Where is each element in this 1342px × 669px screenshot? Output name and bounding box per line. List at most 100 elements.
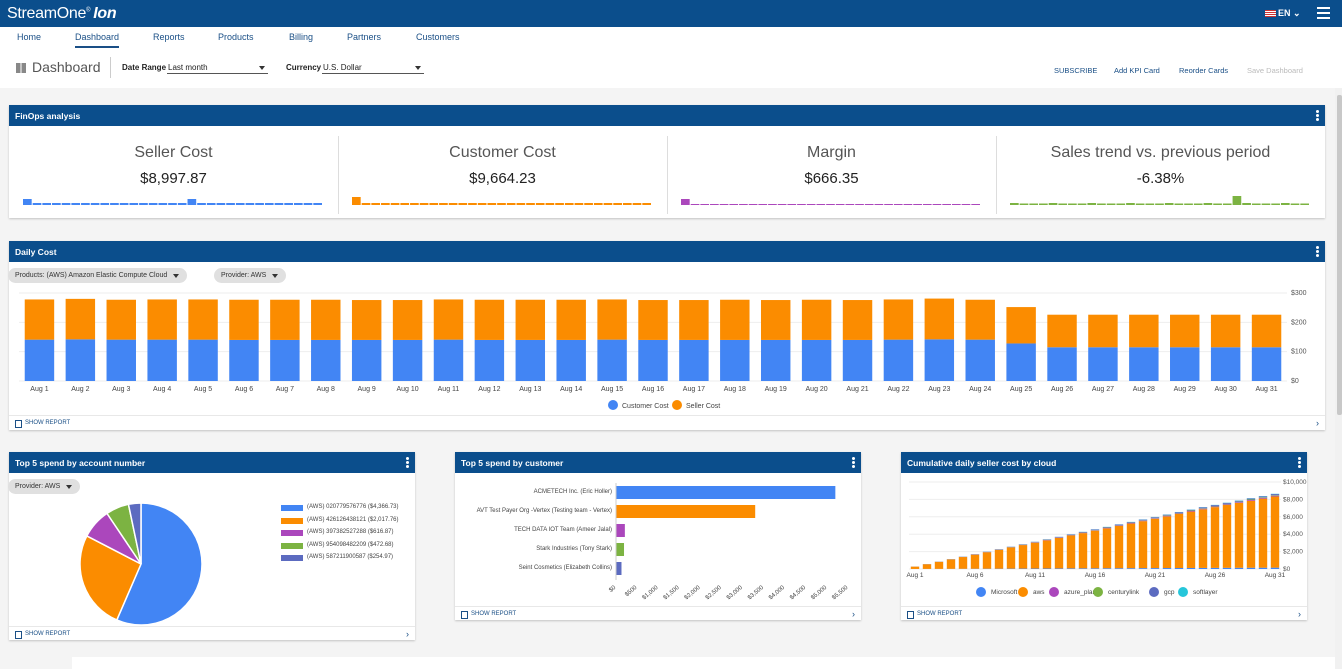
pie-slice[interactable] — [115, 502, 203, 626]
bar-seller-cost[interactable] — [924, 298, 955, 340]
legend-label[interactable]: Seller Cost — [686, 403, 720, 410]
bar-aws[interactable] — [910, 566, 920, 569]
bar-seller-cost[interactable] — [392, 300, 423, 340]
legend-label[interactable]: aws — [1033, 589, 1045, 596]
bar-customer-cost[interactable] — [883, 339, 914, 381]
bar-aws[interactable] — [934, 561, 944, 569]
nav-billing[interactable]: Billing — [289, 32, 314, 42]
bar-gcp[interactable] — [1102, 526, 1112, 528]
hamburger-menu-icon[interactable] — [1317, 7, 1330, 19]
legend-label[interactable]: centurylink — [1108, 589, 1140, 596]
bar-customer-cost[interactable] — [965, 339, 995, 381]
bar-microsoft[interactable] — [1210, 567, 1220, 569]
bar-aws[interactable] — [1150, 518, 1160, 569]
bar-microsoft[interactable] — [1150, 568, 1160, 569]
bar-customer-cost[interactable] — [638, 339, 668, 381]
bar-gcp[interactable] — [1162, 514, 1172, 516]
bar-customer-cost[interactable] — [720, 339, 750, 381]
bar-azure_plan[interactable] — [1210, 506, 1220, 508]
more-options-icon[interactable] — [1316, 246, 1319, 258]
customer-bar[interactable] — [616, 562, 622, 575]
bar-customer-cost[interactable] — [1129, 347, 1159, 381]
bar-aws[interactable] — [1162, 516, 1172, 569]
bar-seller-cost[interactable] — [106, 299, 136, 340]
bar-microsoft[interactable] — [1246, 567, 1256, 569]
bar-customer-cost[interactable] — [556, 339, 586, 381]
legend-label[interactable]: Microsoft — [991, 589, 1018, 596]
bar-customer-cost[interactable] — [147, 339, 177, 381]
bar-customer-cost[interactable] — [106, 339, 136, 381]
bar-seller-cost[interactable] — [638, 300, 668, 340]
bar-seller-cost[interactable] — [1170, 314, 1200, 348]
bar-customer-cost[interactable] — [760, 339, 791, 381]
more-options-icon[interactable] — [1298, 457, 1301, 469]
bar-seller-cost[interactable] — [720, 299, 750, 340]
customer-bar[interactable] — [616, 524, 625, 537]
bar-aws[interactable] — [1006, 547, 1016, 569]
bar-microsoft[interactable] — [1102, 568, 1112, 569]
bar-gcp[interactable] — [1126, 522, 1136, 523]
show-report-link[interactable]: SHOW REPORT › — [9, 415, 1325, 429]
bar-aws[interactable] — [958, 557, 968, 569]
bar-gcp[interactable] — [1270, 494, 1280, 496]
bar-customer-cost[interactable] — [1210, 347, 1241, 381]
bar-seller-cost[interactable] — [24, 299, 55, 340]
bar-azure_plan[interactable] — [1186, 510, 1196, 512]
bar-gcp[interactable] — [1258, 496, 1268, 498]
bar-customer-cost[interactable] — [842, 339, 873, 381]
kpi-margin[interactable]: Margin $666.35 — [667, 126, 996, 218]
bar-customer-cost[interactable] — [270, 339, 300, 381]
bar-microsoft[interactable] — [1090, 568, 1100, 569]
pie-legend-item[interactable]: (AWS) 020779576776 ($4,366.73) — [281, 504, 411, 514]
bar-seller-cost[interactable] — [188, 299, 218, 340]
customer-bar[interactable] — [616, 505, 756, 518]
bar-customer-cost[interactable] — [924, 339, 955, 381]
bar-azure_plan[interactable] — [1270, 495, 1280, 497]
brand-logo[interactable]: StreamOne® Ion — [7, 5, 117, 23]
bar-aws[interactable] — [1246, 500, 1256, 568]
product-filter-chip[interactable]: Products: (AWS) Amazon Elastic Compute C… — [8, 268, 188, 283]
bar-gcp[interactable] — [1150, 517, 1160, 518]
bar-aws[interactable] — [1114, 525, 1124, 569]
legend-label[interactable]: gcp — [1164, 589, 1175, 596]
bar-gcp[interactable] — [1234, 500, 1244, 502]
bar-azure_plan[interactable] — [1138, 520, 1148, 522]
bar-seller-cost[interactable] — [351, 300, 382, 340]
bar-azure_plan[interactable] — [1222, 504, 1232, 506]
bar-seller-cost[interactable] — [433, 299, 464, 340]
pie-legend-item[interactable]: (AWS) 426126438121 ($2,017.76) — [281, 517, 411, 527]
bar-gcp[interactable] — [1222, 502, 1232, 504]
bar-seller-cost[interactable] — [1047, 314, 1077, 348]
bar-aws[interactable] — [1126, 523, 1136, 569]
bar-microsoft[interactable] — [1078, 568, 1088, 569]
language-selector[interactable]: EN ⌄ — [1265, 8, 1301, 19]
bar-customer-cost[interactable] — [1170, 347, 1200, 381]
bar-gcp[interactable] — [1174, 512, 1184, 513]
bar-seller-cost[interactable] — [679, 300, 709, 340]
bar-seller-cost[interactable] — [515, 299, 546, 340]
bar-seller-cost[interactable] — [474, 299, 505, 340]
bar-seller-cost[interactable] — [1210, 314, 1241, 348]
bar-aws[interactable] — [1042, 540, 1052, 569]
bar-customer-cost[interactable] — [1088, 347, 1118, 381]
bar-customer-cost[interactable] — [188, 339, 218, 381]
bar-aws[interactable] — [1222, 505, 1232, 568]
bar-aws[interactable] — [1030, 542, 1040, 569]
bar-azure_plan[interactable] — [1258, 497, 1268, 499]
provider-filter-chip[interactable]: Provider: AWS — [214, 268, 287, 283]
legend-label[interactable]: azure_plan — [1064, 589, 1097, 596]
bar-customer-cost[interactable] — [65, 339, 96, 381]
bar-aws[interactable] — [994, 549, 1004, 569]
bar-aws[interactable] — [982, 552, 992, 569]
bar-aws[interactable] — [1066, 535, 1076, 569]
bar-customer-cost[interactable] — [24, 339, 55, 381]
pie-legend-item[interactable]: (AWS) 954098482209 ($472.68) — [281, 542, 411, 552]
bar-azure_plan[interactable] — [1174, 513, 1184, 514]
pie-legend-item[interactable]: (AWS) 397382527288 ($616.87) — [281, 529, 411, 539]
customer-bar[interactable] — [616, 543, 625, 556]
bar-seller-cost[interactable] — [1129, 314, 1159, 348]
bar-aws[interactable] — [1102, 528, 1112, 569]
bar-microsoft[interactable] — [1198, 567, 1208, 569]
bar-seller-cost[interactable] — [1006, 307, 1036, 344]
more-options-icon[interactable] — [406, 457, 409, 469]
